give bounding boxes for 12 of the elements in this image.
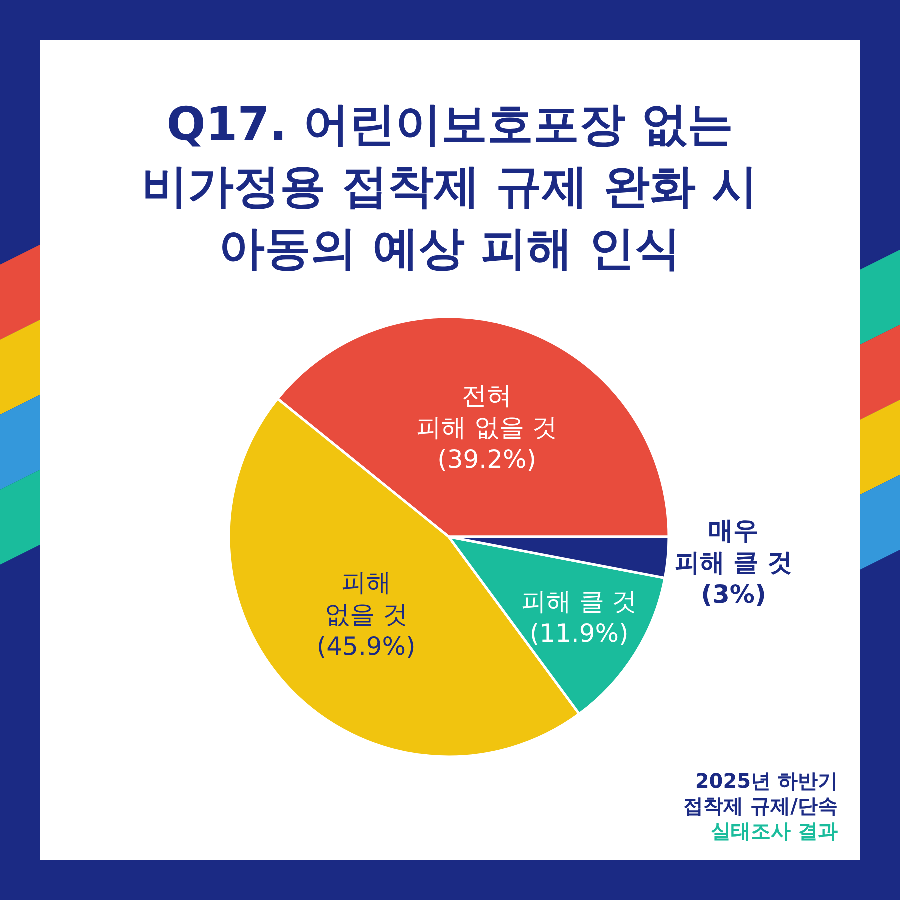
slice-label: 피해 없을 것 — [324, 568, 408, 629]
slice-label: 피해 클 것 — [521, 586, 638, 616]
chart-title: Q17. 어린이보호포장 없는 비가정용 접착제 규제 완화 시 아동의 예상 피해 인식 — [142, 97, 758, 275]
text: 2025년 하반기 — [695, 769, 838, 793]
slice-label: 전혀 피해 없을 것 — [416, 380, 558, 442]
data-label: (45.9%) — [316, 632, 416, 661]
text: 실태조사 결과 — [711, 819, 838, 843]
data-label: (39.2%) — [438, 444, 537, 474]
data-label: (3%) — [701, 580, 766, 609]
text: 접착제 규제/단속 — [684, 794, 838, 818]
data-label: (11.9%) — [530, 618, 629, 648]
slice-label: 매우 피해 클 것 — [675, 516, 792, 577]
